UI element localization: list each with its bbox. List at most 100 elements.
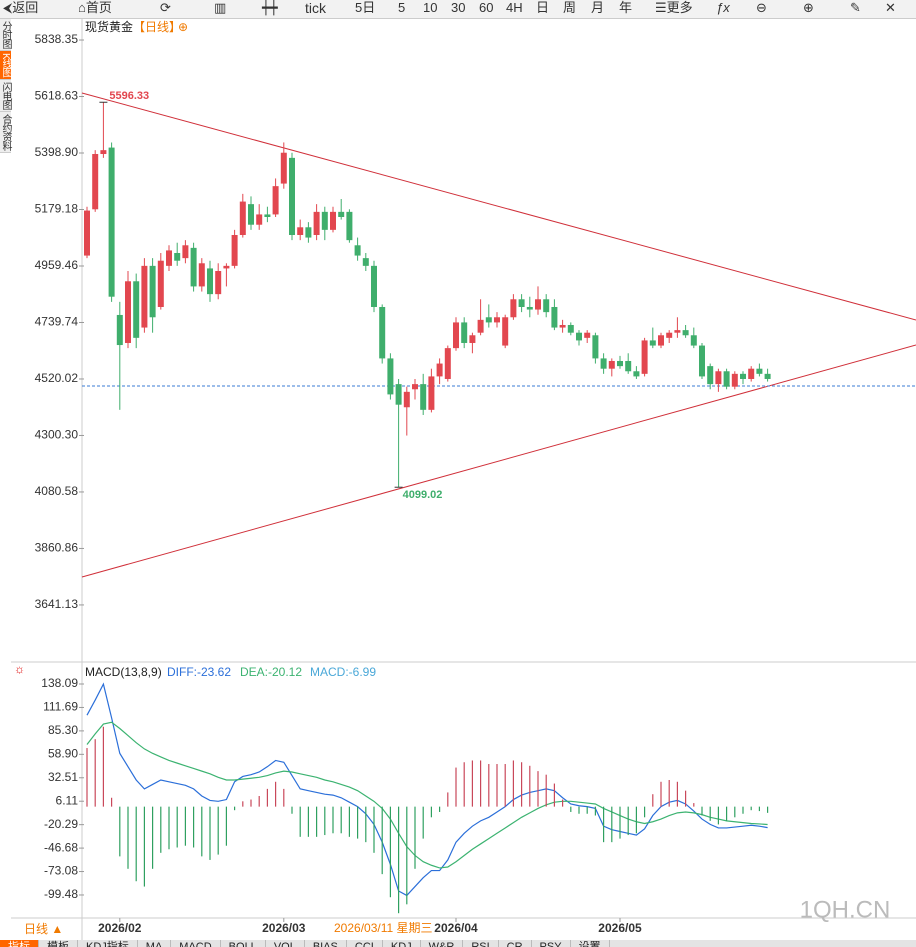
candle-body [699, 345, 705, 377]
bottom-tab[interactable]: MACD [171, 940, 221, 947]
candle-body [157, 260, 164, 307]
side-tab[interactable]: 闪电图 [0, 79, 11, 112]
home-button[interactable]: ⌂首页 [78, 0, 112, 15]
bottom-tab[interactable]: VOL [266, 940, 305, 947]
candle-body [198, 263, 205, 287]
candle-body [764, 373, 771, 379]
candle-body [633, 371, 640, 377]
candle-body [543, 299, 550, 313]
y-tick-label: 3860.86 [35, 541, 79, 555]
period-button[interactable]: 5日 [355, 0, 376, 15]
settings-icon[interactable]: ⊕ [178, 20, 188, 34]
bottom-tab[interactable]: RSI [463, 940, 499, 947]
crosshair-label: 2026/03/11 星期三 [334, 921, 433, 935]
min-label: 4099.02 [403, 489, 443, 501]
candle-body [100, 150, 107, 155]
candle-body [133, 281, 140, 338]
candle-body [330, 211, 336, 230]
bottom-tab[interactable]: 模板 [39, 940, 78, 947]
zoom-out-icon[interactable]: ⊖ [756, 0, 767, 15]
period-button[interactable]: 4H [506, 0, 523, 15]
candle-body [387, 358, 394, 395]
trend-line [81, 92, 916, 321]
candle-body [379, 306, 386, 359]
candle-body [723, 371, 730, 387]
bottom-tab[interactable]: PSY [532, 940, 571, 947]
period-button[interactable]: 30 [451, 0, 466, 15]
back-button[interactable]: ⮜返回 [3, 0, 39, 15]
candle-body [551, 306, 558, 328]
candle-body [354, 245, 361, 256]
candle-body [518, 299, 525, 307]
max-label: 5596.33 [109, 90, 149, 102]
y-tick-label: 111.69 [43, 700, 78, 714]
legend-entry: MACD:-6.99 [310, 665, 376, 679]
period-button[interactable]: 60 [479, 0, 494, 15]
period-button[interactable]: 周 [563, 0, 577, 15]
side-tab[interactable]: 合约资料 [0, 111, 11, 153]
zoom-in-icon[interactable]: ⊕ [803, 0, 814, 15]
candle-body [731, 373, 738, 387]
candle-body [280, 152, 287, 184]
bottom-tab[interactable]: 指标 [0, 940, 39, 947]
candle-body [649, 340, 656, 346]
candle-body [453, 322, 459, 349]
candle-body [231, 234, 238, 266]
side-tab[interactable]: 分时图 [0, 19, 11, 51]
side-tab[interactable]: K线图 [0, 51, 11, 80]
y-tick-label: 58.90 [48, 747, 78, 761]
candle-body [289, 157, 295, 235]
chart-title: 现货黄金 [85, 19, 133, 34]
fx-icon[interactable]: ƒx [716, 0, 730, 15]
period-button[interactable]: 年 [619, 0, 633, 15]
period-button[interactable]: 月 [591, 0, 605, 15]
x-tick-label: 2026/05 [598, 921, 642, 935]
bottom-tab[interactable]: BIAS [305, 940, 347, 947]
macd-title: MACD(13,8,9) [85, 665, 162, 679]
candle-body [666, 332, 673, 338]
candle-body [190, 247, 197, 287]
pen-icon[interactable]: ✎ [850, 0, 861, 15]
bottom-tab[interactable]: CCI [347, 940, 383, 947]
period-button[interactable]: 10 [423, 0, 438, 15]
bottom-tabs: 指标 模板 KDJ指标 MA MACD BOLL VOL BIAS CCI KDJ W&R RSI CR… [0, 940, 916, 947]
candle-body [338, 211, 345, 218]
bottom-tab[interactable]: MA [138, 940, 172, 947]
bar-icon[interactable]: ▥ [214, 0, 227, 15]
candle-body [412, 384, 418, 390]
refresh-icon[interactable]: ⟳ [160, 0, 171, 15]
y-tick-label: 85.30 [48, 723, 78, 737]
y-tick-label: 5179.18 [35, 202, 79, 216]
trend-line [81, 344, 916, 578]
y-tick-label: -73.08 [44, 864, 78, 878]
sun-icon[interactable]: ☼ [14, 662, 25, 676]
bottom-tab[interactable]: KDJ [383, 940, 421, 947]
candle-body [485, 317, 492, 323]
candle-icon[interactable]: ┿┿ [262, 0, 278, 15]
y-tick-label: 4080.58 [35, 484, 79, 498]
more-button[interactable]: ☰更多 [655, 0, 693, 15]
period-button[interactable]: 日 [536, 0, 550, 15]
candle-body [395, 384, 402, 405]
tick-button[interactable]: tick [305, 0, 326, 16]
period-label[interactable]: 日线 ▲ [24, 922, 63, 936]
bottom-tab[interactable]: W&R [421, 940, 464, 947]
chart-subtitle: 【日线】 [133, 20, 181, 34]
toolbar: ⮜返回 ⌂首页 ⟳ ▥ ┿┿ tick 5日 5 10 30 60 4H 日 周… [0, 0, 916, 19]
candle-body [371, 265, 377, 307]
y-tick-label: -99.48 [44, 887, 78, 901]
candle-body [559, 324, 566, 328]
bottom-tab[interactable]: CR [499, 940, 532, 947]
bottom-tab[interactable]: BOLL [221, 940, 266, 947]
candle-body [239, 201, 246, 235]
close-icon[interactable]: ✕ [885, 0, 896, 15]
candle-body [428, 376, 435, 410]
period-button[interactable]: 5 [398, 0, 406, 15]
bottom-tab[interactable]: KDJ指标 [78, 940, 138, 947]
y-tick-label: 5618.63 [35, 89, 79, 103]
bottom-tab[interactable]: 设置 [571, 940, 610, 947]
candle-body [108, 147, 115, 297]
candle-body [207, 268, 213, 295]
candle-body [608, 360, 615, 369]
